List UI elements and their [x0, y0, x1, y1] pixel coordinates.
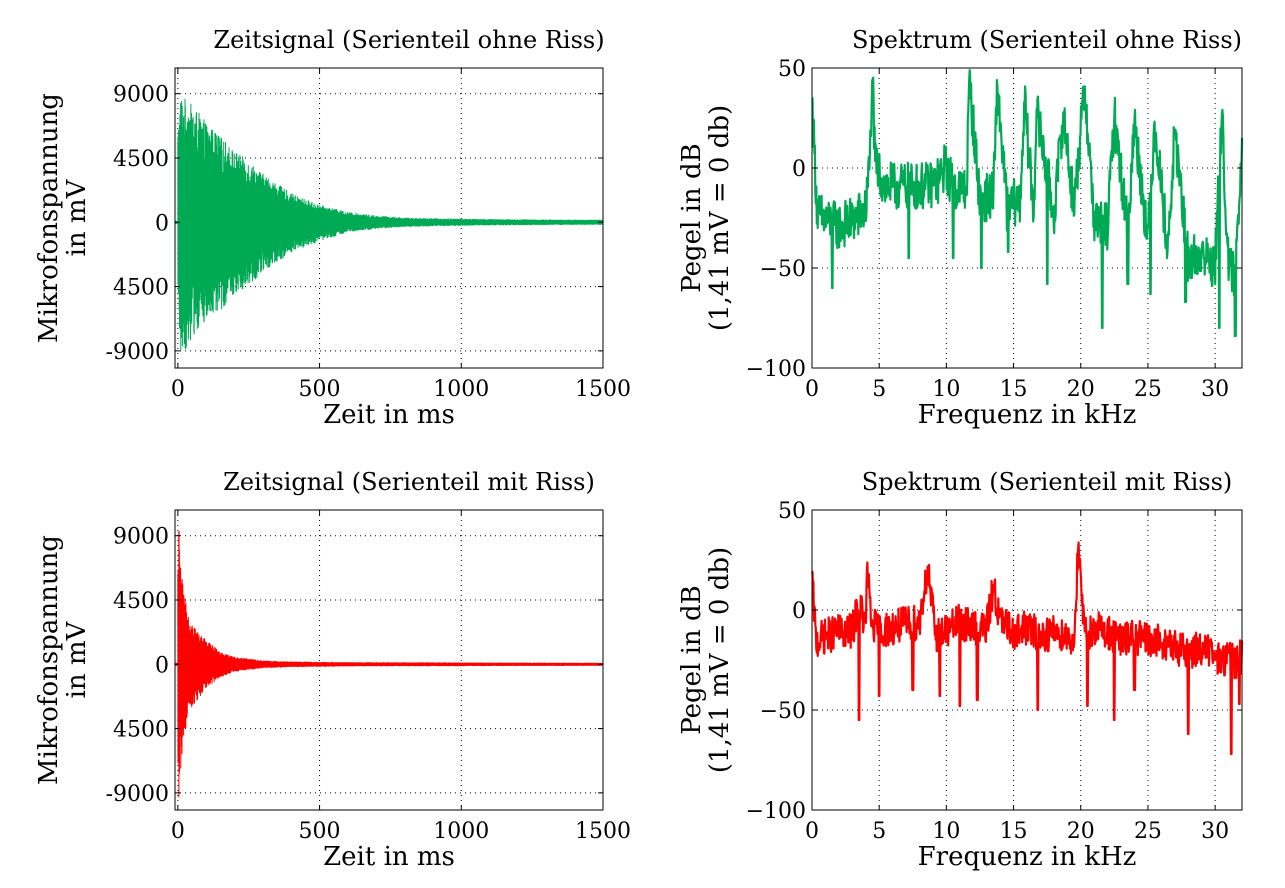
spektrum-ohne-riss-x-tick-label: 10: [932, 377, 960, 402]
spektrum-mit-riss-y-axis-label: Pegel in dB: [677, 585, 707, 734]
zeitsignal-ohne-riss-x-tick-label: 0: [171, 377, 185, 402]
zeitsignal-ohne-riss-y-tick-label: 9000: [113, 83, 169, 108]
zeitsignal-ohne-riss-x-axis-label: Zeit in ms: [323, 400, 455, 430]
zeitsignal-mit-riss-series-line: [177, 530, 604, 798]
spektrum-ohne-riss-y-axis-label: (1,41 mV = 0 db): [705, 105, 735, 331]
zeitsignal-mit-riss-x-tick-label: 1500: [575, 819, 631, 844]
zeitsignal-ohne-riss-x-tick-label: 1000: [433, 377, 489, 402]
spektrum-ohne-riss-y-tick-label: −100: [746, 357, 806, 382]
zeitsignal-ohne-riss-x-tick-label: 500: [299, 377, 341, 402]
zeitsignal-ohne-riss-y-tick-label: 4500: [113, 147, 169, 172]
zeitsignal-mit-riss-y-tick-label: -9000: [106, 782, 169, 807]
spektrum-ohne-riss-x-tick-label: 5: [872, 377, 886, 402]
spektrum-ohne-riss-y-tick-label: 50: [778, 57, 806, 82]
zeitsignal-ohne-riss-x-tick-label: 1500: [575, 377, 631, 402]
zeitsignal-mit-riss-x-tick-label: 500: [299, 819, 341, 844]
spektrum-ohne-riss-y-tick-label: −50: [760, 257, 806, 282]
spektrum-mit-riss-x-tick-label: 5: [872, 819, 886, 844]
zeitsignal-mit-riss-y-axis-label: in mV: [62, 620, 92, 698]
spektrum-mit-riss-x-tick-label: 25: [1134, 819, 1162, 844]
zeitsignal-mit-riss-x-axis-label: Zeit in ms: [323, 842, 455, 872]
chart-zeitsignal-mit-riss: Zeitsignal (Serienteil mit Riss) 0 500 1000…: [34, 468, 631, 872]
spektrum-mit-riss-series-line: [810, 541, 1244, 756]
spektrum-mit-riss-x-tick-label: 15: [1000, 819, 1028, 844]
spektrum-mit-riss-y-tick-label: 0: [792, 599, 806, 624]
zeitsignal-mit-riss-y-axis-label: Mikrofonspannung: [34, 535, 64, 785]
spektrum-mit-riss-y-tick-label: −50: [760, 699, 806, 724]
zeitsignal-ohne-riss-y-axis-label: Mikrofonspannung: [34, 93, 64, 343]
spektrum-ohne-riss-title: Spektrum (Serienteil ohne Riss): [852, 26, 1242, 54]
spektrum-ohne-riss-x-axis-label: Frequenz in kHz: [918, 400, 1137, 430]
spektrum-mit-riss-x-tick-label: 0: [805, 819, 819, 844]
chart-spektrum-ohne-riss: Spektrum (Serienteil ohne Riss) 0 5 10 15 20 2…: [677, 26, 1244, 430]
zeitsignal-ohne-riss-y-tick-label: 4500: [113, 276, 169, 301]
spektrum-ohne-riss-x-tick-label: 20: [1067, 377, 1095, 402]
spektrum-mit-riss-y-axis-label: (1,41 mV = 0 db): [705, 547, 735, 773]
zeitsignal-ohne-riss-y-tick-label: 0: [155, 211, 169, 236]
zeitsignal-mit-riss-x-tick-label: 1000: [433, 819, 489, 844]
zeitsignal-ohne-riss-y-tick-label: -9000: [106, 340, 169, 365]
spektrum-mit-riss-title: Spektrum (Serienteil mit Riss): [862, 468, 1233, 496]
spektrum-ohne-riss-series-line: [811, 69, 1244, 338]
zeitsignal-mit-riss-y-tick-label: 0: [155, 653, 169, 678]
spektrum-ohne-riss-y-axis-label: Pegel in dB: [677, 143, 707, 292]
chart-zeitsignal-ohne-riss: Zeitsignal (Serienteil ohne Riss) 0 500 100…: [34, 26, 631, 430]
zeitsignal-ohne-riss-series-line: [177, 98, 604, 351]
zeitsignal-mit-riss-title: Zeitsignal (Serienteil mit Riss): [223, 468, 595, 496]
spektrum-ohne-riss-x-tick-label: 15: [1000, 377, 1028, 402]
spektrum-mit-riss-x-axis-label: Frequenz in kHz: [918, 842, 1137, 872]
spektrum-mit-riss-y-tick-label: 50: [778, 499, 806, 524]
zeitsignal-ohne-riss-plot-frame: [174, 67, 604, 369]
spektrum-mit-riss-x-tick-label: 20: [1067, 819, 1095, 844]
spektrum-ohne-riss-x-tick-label: 0: [805, 377, 819, 402]
zeitsignal-mit-riss-y-tick-label: 9000: [113, 525, 169, 550]
spektrum-ohne-riss-y-tick-label: 0: [792, 157, 806, 182]
zeitsignal-mit-riss-y-tick-label: 4500: [113, 718, 169, 743]
spektrum-ohne-riss-x-tick-label: 25: [1134, 377, 1162, 402]
zeitsignal-ohne-riss-y-axis-label: in mV: [62, 178, 92, 256]
spektrum-mit-riss-x-tick-label: 30: [1201, 819, 1229, 844]
spektrum-mit-riss-x-tick-label: 10: [932, 819, 960, 844]
spektrum-ohne-riss-x-tick-label: 30: [1201, 377, 1229, 402]
chart-spektrum-mit-riss: Spektrum (Serienteil mit Riss) 0 5 10 15 20 25…: [677, 468, 1244, 872]
zeitsignal-mit-riss-plot-frame: [174, 509, 604, 811]
zeitsignal-mit-riss-y-tick-label: 4500: [113, 589, 169, 614]
spektrum-mit-riss-y-tick-label: −100: [746, 799, 806, 824]
spektrum-ohne-riss-plot-frame: [811, 67, 1243, 369]
spektrum-mit-riss-plot-frame: [811, 509, 1243, 811]
zeitsignal-mit-riss-x-tick-label: 0: [171, 819, 185, 844]
zeitsignal-ohne-riss-title: Zeitsignal (Serienteil ohne Riss): [213, 26, 604, 54]
